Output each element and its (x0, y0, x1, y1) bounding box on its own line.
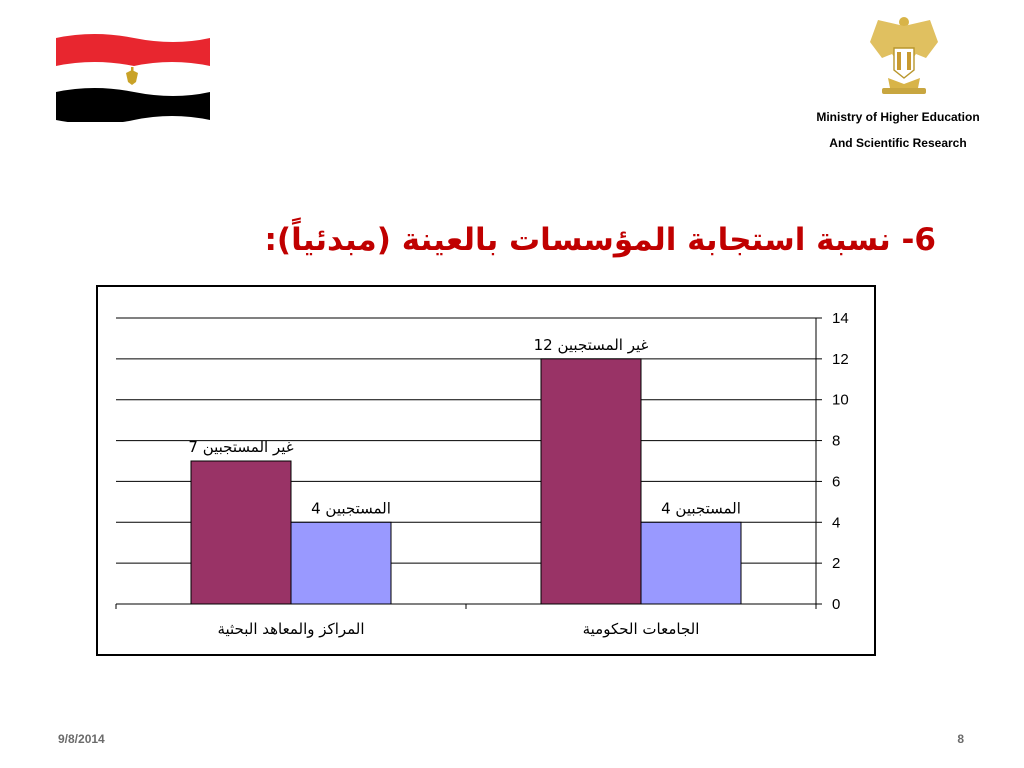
y-tick-label: 4 (832, 514, 840, 531)
y-tick-label: 14 (832, 310, 849, 327)
y-tick-label: 8 (832, 433, 840, 450)
data-label: المستجبين 4 (311, 499, 391, 517)
flag-black-stripe (56, 88, 210, 122)
data-label: غير المستجبين 12 (534, 336, 649, 354)
egypt-flag-icon (56, 34, 210, 122)
x-category-label: الجامعات الحكومية (583, 620, 700, 638)
bar-responding (290, 521, 392, 605)
x-category-label: المراكز والمعاهد البحثية (217, 620, 364, 638)
bar-non-responding (540, 358, 642, 605)
flag-eagle-emblem (126, 70, 138, 85)
flag-red-stripe (56, 34, 210, 70)
y-tick-label: 10 (832, 392, 849, 409)
bar-responding (640, 521, 742, 605)
chart-frame: 0 2 4 6 8 10 12 14 غير المستجبين 12 المستجبين 4 ال… (96, 285, 876, 656)
bar-chart: 0 2 4 6 8 10 12 14 غير المستجبين 12 المستجبين 4 ال… (115, 310, 849, 638)
y-tick-label: 0 (832, 596, 840, 613)
ministry-header: Ministry of Higher Education And Scienti… (780, 104, 1016, 156)
ministry-line-1: Ministry of Higher Education (816, 110, 980, 124)
data-label: المستجبين 4 (661, 499, 741, 517)
eagle-crest-icon (870, 17, 938, 94)
y-tick-label: 6 (832, 473, 840, 490)
data-label: غير المستجبين 7 (188, 438, 293, 456)
page-number: 8 (957, 732, 964, 746)
slide-title: 6- نسبة استجابة المؤسسات بالعينة (مبدئيا… (264, 222, 937, 258)
bar-non-responding (190, 460, 292, 605)
y-tick-label: 12 (832, 351, 849, 368)
y-tick-label: 2 (832, 555, 840, 572)
footer-date: 9/8/2014 (58, 732, 105, 746)
ministry-line-2: And Scientific Research (829, 136, 967, 150)
